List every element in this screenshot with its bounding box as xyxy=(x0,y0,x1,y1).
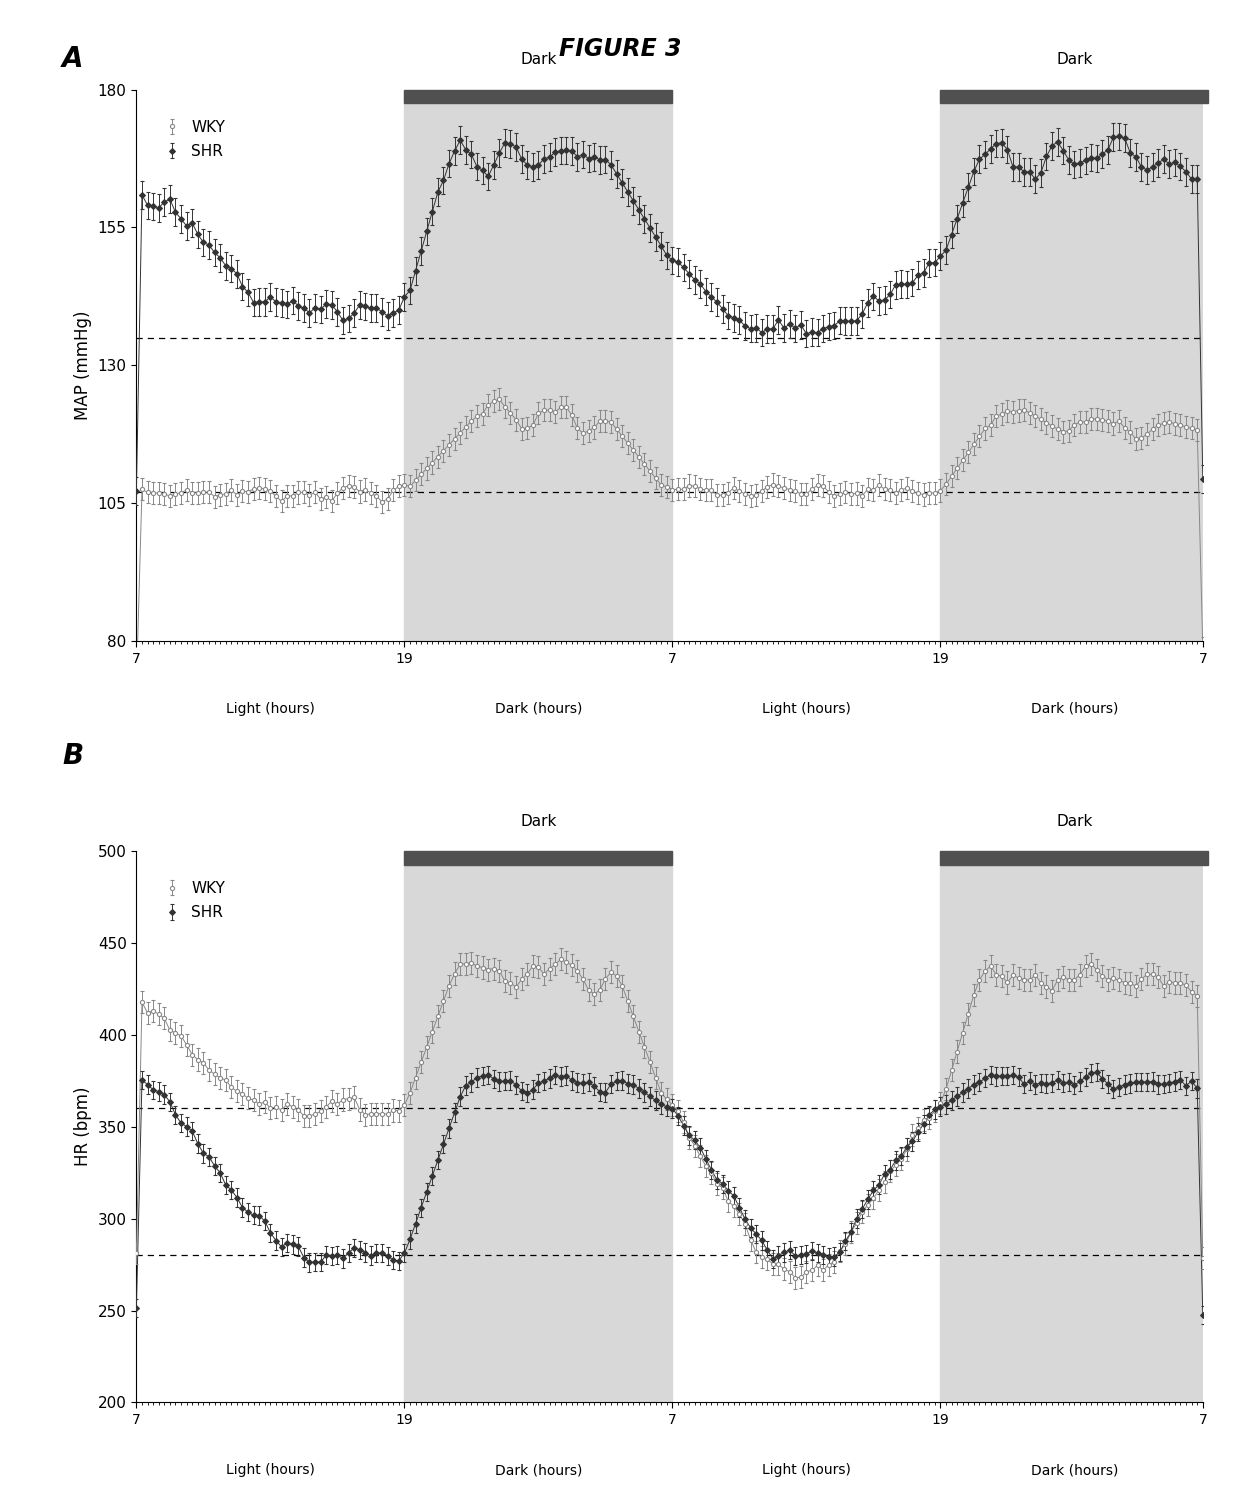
Text: Dark: Dark xyxy=(521,813,557,828)
Y-axis label: HR (bpm): HR (bpm) xyxy=(74,1086,92,1167)
Text: Light (hours): Light (hours) xyxy=(761,701,851,716)
Text: Dark (hours): Dark (hours) xyxy=(495,701,582,716)
Text: Dark: Dark xyxy=(1056,52,1092,67)
Bar xyxy=(404,90,672,103)
Text: FIGURE 3: FIGURE 3 xyxy=(559,37,681,61)
Text: Dark (hours): Dark (hours) xyxy=(1030,1464,1118,1477)
Text: Dark (hours): Dark (hours) xyxy=(1030,701,1118,716)
Bar xyxy=(940,850,1209,864)
Text: Light (hours): Light (hours) xyxy=(761,1464,851,1477)
Legend: WKY, SHR: WKY, SHR xyxy=(155,874,232,927)
Text: Dark (hours): Dark (hours) xyxy=(495,1464,582,1477)
Y-axis label: MAP (mmHg): MAP (mmHg) xyxy=(74,310,92,421)
Text: Light (hours): Light (hours) xyxy=(226,1464,315,1477)
Bar xyxy=(940,90,1209,642)
Text: Dark: Dark xyxy=(521,52,557,67)
Legend: WKY, SHR: WKY, SHR xyxy=(155,113,232,166)
Bar xyxy=(404,850,672,864)
Bar xyxy=(940,90,1209,103)
Bar xyxy=(404,90,672,642)
Bar xyxy=(404,850,672,1402)
Text: Light (hours): Light (hours) xyxy=(226,701,315,716)
Text: A: A xyxy=(62,45,83,73)
Text: B: B xyxy=(62,742,83,770)
Text: Dark: Dark xyxy=(1056,813,1092,828)
Bar xyxy=(940,850,1209,1402)
